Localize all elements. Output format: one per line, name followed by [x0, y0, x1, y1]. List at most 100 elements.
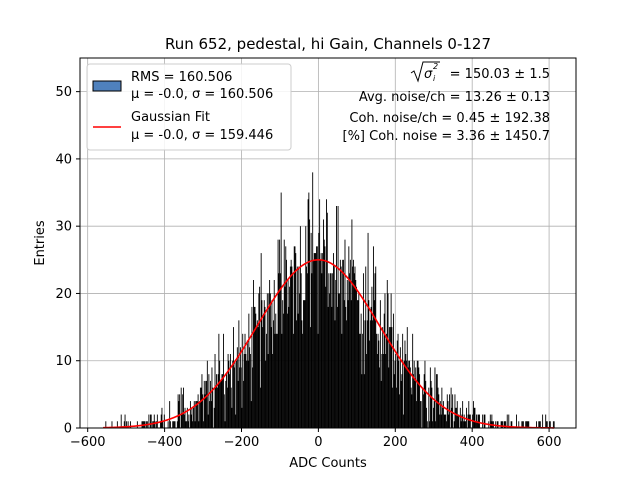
histogram-bar — [313, 253, 315, 428]
histogram-bar — [304, 300, 306, 428]
histogram-bar — [271, 300, 273, 428]
histogram-bar — [123, 421, 125, 428]
histogram-bar — [218, 333, 220, 428]
histogram-bar — [448, 414, 450, 428]
y-tick-label: 0 — [64, 422, 72, 437]
histogram-bar — [239, 367, 241, 428]
histogram-bar — [318, 232, 320, 428]
histogram-bar — [294, 246, 296, 428]
histogram-bar — [369, 340, 371, 428]
histogram-bar — [213, 407, 215, 428]
gaussian-fit-curve — [103, 259, 555, 429]
histogram-bar — [212, 387, 214, 428]
histogram-bar — [226, 374, 228, 428]
histogram-bar — [394, 360, 396, 428]
histogram-bar — [549, 421, 551, 428]
histogram-bar — [276, 333, 278, 428]
histogram-bar — [406, 360, 407, 428]
histogram-bar — [263, 300, 265, 428]
histogram-bar — [198, 421, 200, 428]
histogram-bar — [120, 414, 122, 428]
histogram-bar — [316, 246, 317, 428]
histogram-bar — [306, 266, 307, 428]
histogram-bar — [259, 387, 261, 428]
histogram-bar — [234, 360, 236, 428]
histogram-bar — [412, 333, 414, 428]
histogram-bar — [342, 259, 344, 428]
histogram-bar — [400, 380, 402, 428]
histogram-bar — [279, 273, 281, 428]
histogram-bar — [337, 206, 339, 428]
histogram-bar — [210, 401, 212, 428]
histogram-bar — [432, 421, 434, 428]
histogram-bar — [255, 313, 257, 428]
histogram-bar — [237, 380, 239, 428]
histogram-bar — [363, 374, 365, 428]
histogram-bar — [264, 306, 266, 428]
histogram-bar — [286, 313, 288, 428]
plot-frame — [79, 57, 577, 429]
histogram-bar — [307, 199, 309, 428]
histogram-bar — [473, 407, 475, 428]
histogram-bar — [246, 360, 248, 428]
histogram-bar — [191, 407, 193, 428]
x-tick-label: −600 — [70, 435, 106, 450]
histogram-bar — [350, 300, 352, 428]
histogram-bar — [379, 300, 381, 428]
histogram-bar — [290, 259, 292, 428]
y-tick-label: 20 — [55, 287, 72, 302]
histogram-bar — [195, 401, 197, 428]
histogram-bar — [362, 273, 364, 428]
histogram-bar — [356, 300, 358, 428]
histogram-bar — [372, 246, 374, 428]
histogram-bar — [500, 421, 502, 428]
histogram-bar — [483, 414, 485, 428]
histogram-bar — [303, 300, 305, 428]
histogram-bar — [193, 407, 194, 428]
histogram-bar — [325, 286, 327, 428]
histogram-bar — [238, 320, 240, 428]
sigma-annotation: σ 2 i = 150.03 ± 1.5 — [410, 61, 550, 83]
histogram-bar — [217, 374, 219, 428]
histogram-bar — [361, 374, 363, 428]
histogram-bar — [477, 414, 479, 428]
histogram-bar — [357, 300, 359, 428]
histogram-bar — [539, 421, 540, 428]
histogram-bar — [451, 407, 453, 428]
histogram-bar — [419, 374, 421, 428]
histogram-bar — [190, 414, 192, 428]
histogram-bar — [136, 421, 138, 428]
histogram-bar — [188, 414, 190, 428]
histogram-bar — [230, 387, 232, 428]
histogram-bar — [193, 401, 195, 428]
histogram-bar — [441, 387, 443, 428]
histogram-bar — [402, 414, 404, 428]
histogram-bar — [149, 414, 151, 428]
histogram-bar — [511, 421, 513, 428]
histogram-bar — [411, 394, 413, 428]
histogram-bar — [409, 360, 411, 428]
histogram-bar — [311, 273, 313, 428]
histogram-bar — [518, 421, 520, 428]
histogram-bar — [239, 347, 241, 428]
histogram-bar — [358, 293, 360, 428]
histogram-bar — [404, 340, 406, 428]
histogram-bar — [245, 354, 247, 428]
histogram-bar — [209, 401, 211, 428]
histogram-bar — [409, 367, 411, 428]
histogram-bar — [247, 360, 249, 428]
histogram-bar — [315, 253, 317, 428]
histogram-bar — [233, 367, 235, 428]
histogram-bar — [526, 421, 527, 428]
histogram-bar — [161, 407, 163, 428]
histogram-bar — [549, 421, 550, 428]
histogram-bar — [200, 387, 202, 428]
histogram-bar — [402, 333, 404, 428]
histogram-bar — [362, 333, 364, 428]
histogram-bar — [194, 421, 196, 428]
y-axis-ticks: 0 10 20 30 40 50 — [55, 85, 80, 437]
histogram-bar — [352, 259, 354, 428]
histogram-bar — [253, 306, 255, 428]
histogram-bar — [349, 259, 351, 428]
histogram-bar — [333, 266, 335, 428]
